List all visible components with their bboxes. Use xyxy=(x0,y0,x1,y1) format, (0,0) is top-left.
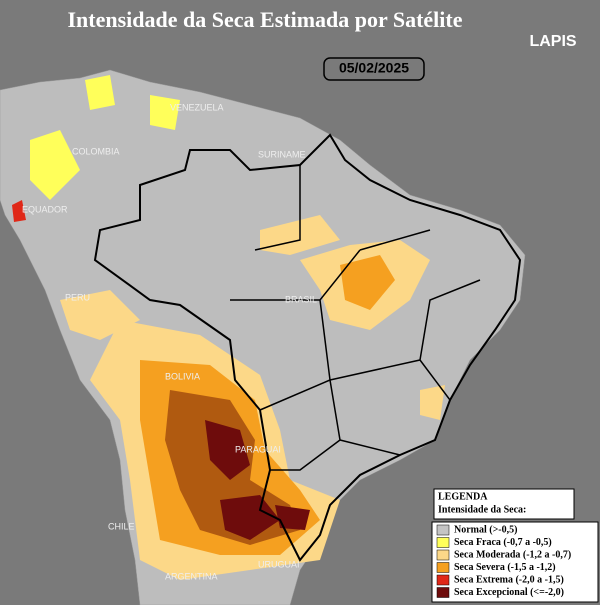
legend-header-box xyxy=(433,488,575,520)
legend-swatch xyxy=(436,549,450,561)
legend-label: Seca Extrema (-2,0 a -1,5) xyxy=(454,574,564,585)
legend-label: Seca Excepcional (<=-2,0) xyxy=(454,587,564,598)
legend-swatch xyxy=(436,537,450,548)
legend-label: Normal (>-0,5) xyxy=(454,524,517,535)
country-label: VENEZUELA xyxy=(170,102,224,112)
country-label: EQUADOR xyxy=(22,204,68,214)
country-label: SURINAME xyxy=(258,149,306,159)
legend-swatch xyxy=(436,562,450,573)
legend-label: Seca Moderada (-1,2 a -0,7) xyxy=(454,549,571,560)
date: 05/02/2025 xyxy=(339,60,409,76)
legend-label: Seca Severa (-1,5 a -1,2) xyxy=(454,562,556,573)
country-label: CHILE xyxy=(108,521,135,531)
country-label: BOLIVIA xyxy=(165,371,200,381)
country-label: PARAGUAI xyxy=(235,444,281,454)
legend-swatch xyxy=(436,574,450,586)
country-label: BRASIL xyxy=(285,294,317,304)
country-label: PERU xyxy=(65,292,90,302)
legend: LEGENDA Intensidade da Seca: Normal (>-0… xyxy=(431,488,599,603)
country-label: URUGUAI xyxy=(258,559,300,569)
legend-swatch xyxy=(436,524,450,536)
country-labels: VENEZUELA COLOMBIA SURINAME EQUADOR PERU… xyxy=(22,102,317,581)
legend-title: LEGENDA xyxy=(438,491,488,502)
title: Intensidade da Seca Estimada por Satélit… xyxy=(67,7,462,32)
legend-subtitle: Intensidade da Seca: xyxy=(438,504,526,515)
legend-label: Seca Fraca (-0,7 a -0,5) xyxy=(454,537,552,548)
legend-swatch xyxy=(436,587,450,598)
date-box xyxy=(323,57,425,81)
country-label: ARGENTINA xyxy=(165,571,218,581)
borders xyxy=(93,133,522,562)
legend-items-box xyxy=(431,521,599,603)
logo: LAPIS xyxy=(529,33,576,50)
country-label: COLOMBIA xyxy=(72,146,120,156)
